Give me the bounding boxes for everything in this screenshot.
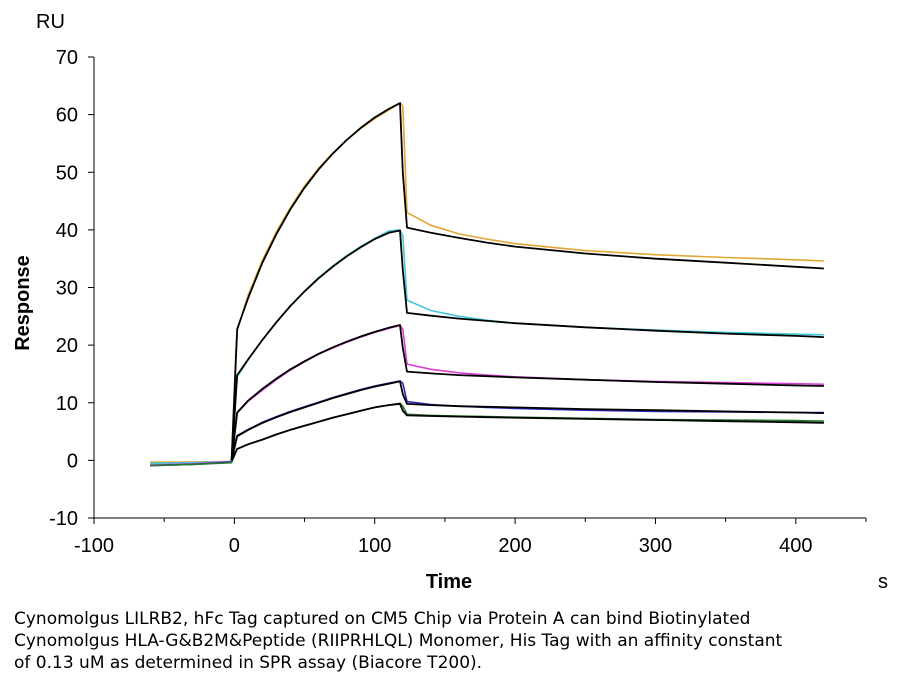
fit-curve-8 — [230, 324, 824, 461]
x-tick-label: 200 — [498, 535, 531, 557]
x-unit-label: s — [878, 571, 888, 593]
y-tick-label: 50 — [56, 162, 78, 184]
y-tick-label: 0 — [67, 450, 78, 472]
caption-line-3: of 0.13 uM as determined in SPR assay (B… — [14, 653, 483, 673]
fit-curve-10 — [230, 402, 824, 461]
x-tick-label: 0 — [229, 535, 240, 557]
x-axis-title: Time — [426, 571, 472, 593]
sensorgram-curve-1 — [150, 102, 824, 463]
y-tick-label: 10 — [56, 393, 78, 415]
fit-curve-9 — [230, 380, 824, 461]
y-tick-label: 60 — [56, 105, 78, 127]
y-unit-label: RU — [36, 11, 65, 33]
fit-layer — [230, 102, 824, 461]
x-tick-label: 300 — [639, 535, 672, 557]
y-axis-title: Response — [12, 255, 34, 351]
x-tick-label: -100 — [74, 535, 114, 557]
y-tick-label: -10 — [49, 508, 78, 530]
fit-curve-6 — [230, 102, 824, 461]
y-tick-label: 40 — [56, 220, 78, 242]
x-tick-label: 100 — [358, 535, 391, 557]
caption-line-1: Cynomolgus LILRB2, hFc Tag captured on C… — [14, 609, 751, 629]
y-tick-label: 70 — [56, 47, 78, 69]
y-tick-label: 30 — [56, 278, 78, 300]
caption-line-2: Cynomolgus HLA-G&B2M&Peptide (RIIPRHLQL)… — [14, 631, 783, 651]
sensorgram-curve-4 — [150, 380, 824, 467]
figure-caption: Cynomolgus LILRB2, hFc Tag captured on C… — [14, 608, 886, 674]
x-tick-label: 400 — [779, 535, 812, 557]
y-tick-label: 20 — [56, 335, 78, 357]
fit-curve-7 — [230, 229, 824, 461]
